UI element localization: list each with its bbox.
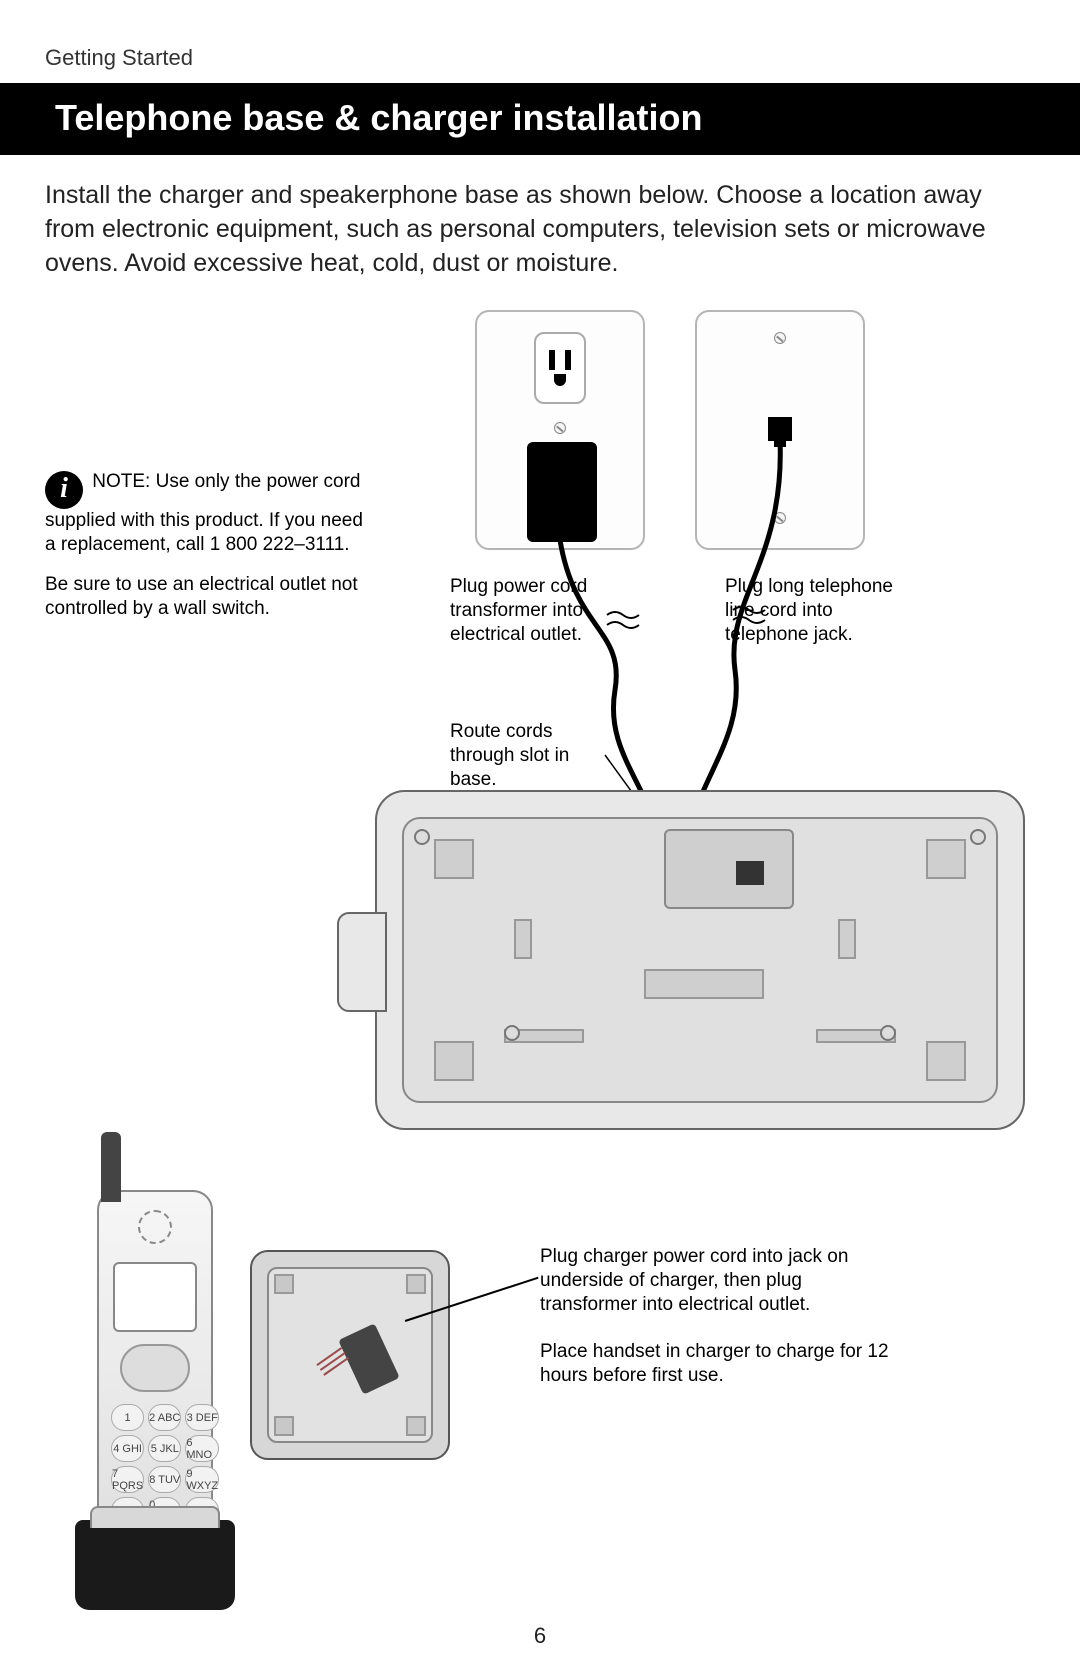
rj11-jack-icon xyxy=(768,417,792,441)
screw-icon xyxy=(774,512,786,524)
charger-cradle xyxy=(75,1520,235,1610)
cordless-handset: 1 2 ABC 3 DEF 4 GHI 5 JKL 6 MNO 7 PQRS 8… xyxy=(75,1130,235,1610)
charger-underside xyxy=(250,1250,450,1460)
key-5: 5 JKL xyxy=(148,1435,181,1462)
key-7: 7 PQRS xyxy=(111,1466,144,1493)
charger-foot xyxy=(406,1416,426,1436)
breadcrumb: Getting Started xyxy=(45,45,1035,71)
charger-foot xyxy=(274,1416,294,1436)
screw-icon xyxy=(554,422,566,434)
callout-charger-power: Plug charger power cord into jack on und… xyxy=(540,1245,900,1316)
base-clip xyxy=(514,919,532,959)
note-text-1: NOTE: Use only the power cord supplied w… xyxy=(45,471,363,555)
lcd-screen xyxy=(113,1262,197,1332)
key-1: 1 xyxy=(111,1404,144,1431)
info-icon: i xyxy=(45,471,83,509)
antenna-icon xyxy=(101,1132,121,1202)
base-foot xyxy=(434,1041,474,1081)
callout-power-cord: Plug power cord transformer into electri… xyxy=(450,575,610,646)
page-number: 6 xyxy=(0,1623,1080,1649)
base-foot xyxy=(926,1041,966,1081)
charger-power-jack xyxy=(338,1324,400,1395)
callout-phone-jack: Plug long telephone line cord into telep… xyxy=(725,575,905,646)
key-8: 8 TUV xyxy=(148,1466,181,1493)
note-block: i NOTE: Use only the power cord supplied… xyxy=(45,470,365,620)
note-text-2: Be sure to use an electrical outlet not … xyxy=(45,573,365,621)
callout-route-cords: Route cords through slot in base. xyxy=(450,720,620,791)
nav-pad xyxy=(120,1344,190,1392)
key-6: 6 MNO xyxy=(185,1435,219,1462)
charger-foot xyxy=(274,1274,294,1294)
installation-diagram: i NOTE: Use only the power cord supplied… xyxy=(45,310,1035,1590)
page-title: Telephone base & charger installation xyxy=(0,83,1080,155)
key-9: 9 WXYZ xyxy=(185,1466,219,1493)
callout-charge-time: Place handset in charger to charge for 1… xyxy=(540,1340,900,1388)
screw-icon xyxy=(970,829,986,845)
earpiece-icon xyxy=(138,1210,172,1244)
telephone-jack-plate xyxy=(695,310,865,550)
electrical-outlet-plate xyxy=(475,310,645,550)
screw-icon xyxy=(414,829,430,845)
base-inner-panel xyxy=(402,817,998,1103)
key-2: 2 ABC xyxy=(148,1404,181,1431)
base-handle xyxy=(337,912,387,1012)
handset-body: 1 2 ABC 3 DEF 4 GHI 5 JKL 6 MNO 7 PQRS 8… xyxy=(97,1190,213,1540)
base-foot xyxy=(434,839,474,879)
charger-foot xyxy=(406,1274,426,1294)
outlet-receptacle xyxy=(534,332,586,404)
base-clip xyxy=(838,919,856,959)
intro-paragraph: Install the charger and speakerphone bas… xyxy=(45,179,1035,280)
screw-icon xyxy=(774,332,786,344)
base-foot xyxy=(926,839,966,879)
power-transformer-plug xyxy=(527,442,597,542)
key-3: 3 DEF xyxy=(185,1404,219,1431)
base-label-area xyxy=(644,969,764,999)
key-4: 4 GHI xyxy=(111,1435,144,1462)
base-cord-port xyxy=(664,829,794,909)
telephone-base-underside xyxy=(375,790,1025,1130)
